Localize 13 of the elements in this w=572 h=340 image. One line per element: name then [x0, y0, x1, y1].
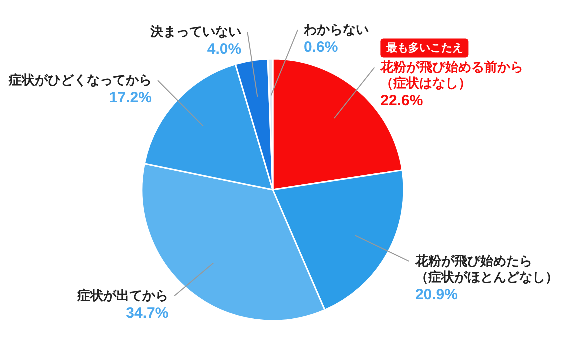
data-label: 4.0%: [207, 41, 242, 58]
slice-label: わからない: [303, 22, 369, 38]
slice-label: 症状がひどくなってから: [8, 72, 152, 88]
slice-label: 決まっていない: [150, 24, 242, 40]
data-label: 17.2%: [109, 90, 152, 107]
slice-label: 症状が出てから: [76, 288, 169, 303]
text: 最も多いこたえ: [386, 42, 464, 55]
data-label: 22.6%: [380, 92, 424, 110]
data-label: 34.7%: [126, 305, 169, 322]
data-label: 0.6%: [304, 39, 338, 56]
slice-label: 花粉が飛び始める前から（症状はなし）: [380, 60, 524, 91]
slice-label: 花粉が飛び始めたら（症状がほとんどなし）: [414, 254, 558, 285]
data-label: 20.9%: [415, 286, 458, 304]
